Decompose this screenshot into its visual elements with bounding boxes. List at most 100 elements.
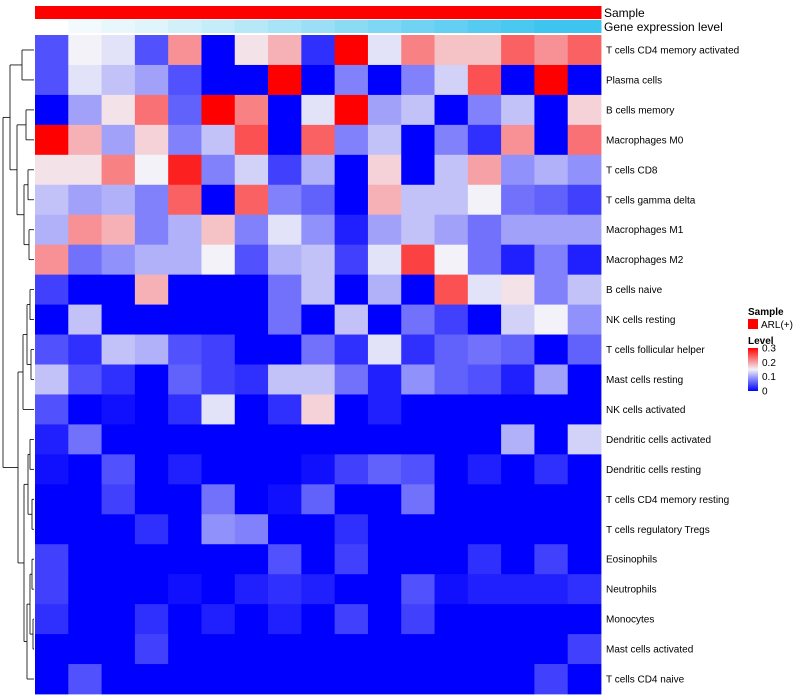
heatmap-cell bbox=[567, 124, 602, 156]
expression-annotation-cell bbox=[68, 20, 103, 33]
heatmap-cell bbox=[401, 274, 435, 305]
heatmap-cell bbox=[68, 304, 102, 335]
heatmap-cell bbox=[168, 544, 202, 575]
heatmap-cell bbox=[268, 574, 302, 605]
heatmap-cell bbox=[201, 304, 236, 335]
heatmap-cell bbox=[301, 64, 336, 96]
heatmap-cell bbox=[401, 184, 435, 216]
heatmap-cell bbox=[234, 424, 269, 455]
heatmap-cell bbox=[567, 364, 602, 395]
sample-annotation-cell bbox=[567, 6, 602, 19]
heatmap-cell bbox=[334, 364, 369, 395]
heatmap-cell bbox=[367, 484, 402, 515]
heatmap-cell bbox=[35, 574, 69, 605]
expression-annotation-cell bbox=[467, 20, 502, 33]
heatmap-cell bbox=[334, 454, 369, 485]
heatmap-cell bbox=[501, 484, 535, 515]
heatmap-cell bbox=[301, 514, 336, 545]
heatmap-cell bbox=[434, 394, 469, 425]
row-label: Dendritic cells resting bbox=[606, 465, 701, 476]
heatmap-cell bbox=[234, 304, 269, 335]
heatmap-cell bbox=[301, 424, 336, 455]
heatmap-cell bbox=[101, 574, 136, 605]
heatmap-cell bbox=[434, 244, 469, 276]
heatmap-cell bbox=[567, 484, 602, 515]
sample-annotation-label: Sample bbox=[604, 6, 645, 20]
heatmap-cell bbox=[401, 634, 435, 665]
heatmap-cell bbox=[467, 334, 502, 365]
heatmap-cell bbox=[35, 35, 69, 66]
heatmap-cell bbox=[134, 274, 169, 305]
heatmap-cell bbox=[35, 424, 69, 455]
heatmap-cell bbox=[35, 454, 69, 485]
heatmap-cell bbox=[101, 634, 136, 665]
heatmap-cell bbox=[367, 424, 402, 455]
sample-annotation-cell bbox=[467, 6, 502, 19]
heatmap-cell bbox=[101, 544, 136, 575]
heatmap-cell bbox=[334, 634, 369, 665]
heatmap-cell bbox=[234, 394, 269, 425]
heatmap-cell bbox=[467, 454, 502, 485]
heatmap-cell bbox=[168, 184, 202, 216]
heatmap-cell bbox=[334, 334, 369, 365]
heatmap-cell bbox=[434, 64, 469, 96]
heatmap-cell bbox=[334, 124, 369, 156]
heatmap-cell bbox=[234, 484, 269, 515]
heatmap-cell bbox=[334, 424, 369, 455]
heatmap-cell bbox=[101, 424, 136, 455]
heatmap-cell bbox=[101, 94, 136, 126]
heatmap-cell bbox=[268, 214, 302, 246]
expression-annotation-cell bbox=[234, 20, 269, 33]
heatmap-cell bbox=[234, 544, 269, 575]
heatmap-cell bbox=[401, 35, 435, 66]
sample-annotation-cell bbox=[301, 6, 336, 19]
heatmap-cell bbox=[501, 664, 535, 695]
heatmap-cell bbox=[234, 64, 269, 96]
heatmap-cell bbox=[434, 664, 469, 695]
heatmap-cell bbox=[168, 274, 202, 305]
heatmap-cell bbox=[567, 184, 602, 216]
heatmap-cell bbox=[101, 454, 136, 485]
sample-annotation-bar bbox=[35, 6, 602, 19]
heatmap-cell bbox=[501, 184, 535, 216]
heatmap-cell bbox=[168, 394, 202, 425]
heatmap-cell bbox=[35, 94, 69, 126]
heatmap-cell bbox=[534, 124, 569, 156]
heatmap-cell bbox=[35, 304, 69, 335]
heatmap-cell bbox=[467, 94, 502, 126]
sample-annotation-cell bbox=[434, 6, 469, 19]
legend-color-gradient bbox=[748, 348, 758, 391]
sample-annotation-cell bbox=[35, 6, 69, 19]
legend-ticks: 0.3 0.2 0.1 0 bbox=[762, 344, 776, 398]
heatmap-cell bbox=[234, 454, 269, 485]
expression-annotation-bar bbox=[35, 20, 602, 33]
expression-annotation-cell bbox=[301, 20, 336, 33]
heatmap-cell bbox=[401, 94, 435, 126]
heatmap-cell bbox=[134, 514, 169, 545]
heatmap-cells bbox=[35, 35, 602, 695]
heatmap-cell bbox=[168, 35, 202, 66]
heatmap-cell bbox=[334, 484, 369, 515]
expression-annotation-cell bbox=[334, 20, 369, 33]
heatmap-cell bbox=[334, 214, 369, 246]
heatmap-cell bbox=[334, 94, 369, 126]
heatmap-cell bbox=[35, 514, 69, 545]
row-label: T cells CD4 memory resting bbox=[606, 495, 729, 506]
heatmap-cell bbox=[534, 64, 569, 96]
row-label: Plasma cells bbox=[606, 75, 662, 86]
heatmap-cell bbox=[234, 244, 269, 276]
heatmap-cell bbox=[168, 334, 202, 365]
expression-annotation-cell bbox=[401, 20, 436, 33]
heatmap-cell bbox=[367, 214, 402, 246]
heatmap-cell bbox=[567, 664, 602, 695]
heatmap-cell bbox=[401, 64, 435, 96]
heatmap-cell bbox=[234, 154, 269, 186]
heatmap-cell bbox=[301, 454, 336, 485]
heatmap-cell bbox=[301, 304, 336, 335]
heatmap-cell bbox=[534, 514, 569, 545]
heatmap-cell bbox=[434, 154, 469, 186]
heatmap-cell bbox=[134, 214, 169, 246]
heatmap-cell bbox=[567, 334, 602, 365]
heatmap-cell bbox=[434, 364, 469, 395]
heatmap-cell bbox=[501, 64, 535, 96]
